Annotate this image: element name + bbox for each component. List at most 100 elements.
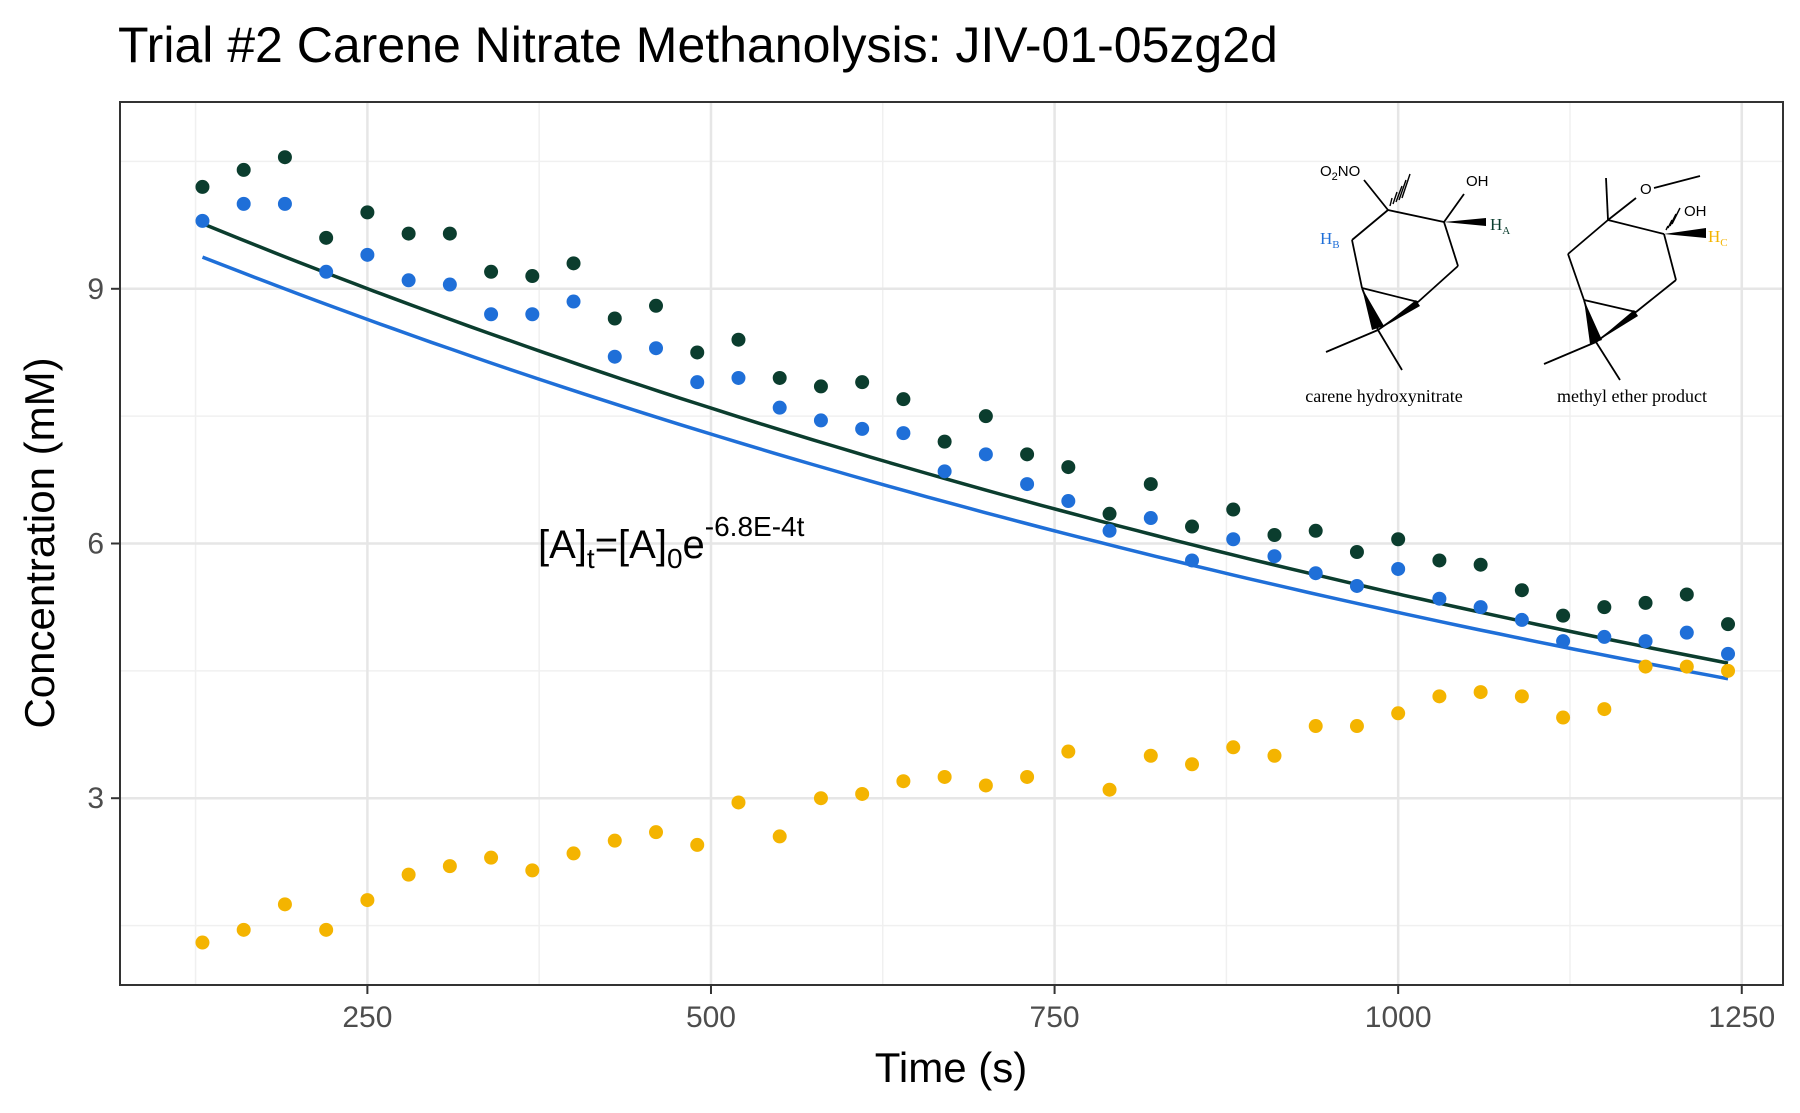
data-point-series-1: [1597, 600, 1612, 615]
data-point-series-2: [525, 307, 540, 322]
data-point-series-3: [277, 897, 292, 912]
data-point-series-2: [1721, 646, 1736, 661]
fit-line-series-1: [201, 221, 1729, 665]
data-point-series-3: [1597, 702, 1612, 717]
data-point-series-3: [690, 837, 705, 852]
data-point-series-3: [978, 778, 993, 793]
data-point-series-1: [1349, 544, 1364, 559]
data-point-series-1: [195, 179, 210, 194]
data-point-series-1: [1679, 587, 1694, 602]
data-point-series-2: [772, 400, 787, 415]
data-point-series-2: [813, 413, 828, 428]
data-point-series-3: [1391, 706, 1406, 721]
data-point-series-2: [1432, 591, 1447, 606]
data-point-series-2: [195, 213, 210, 228]
data-point-series-1: [855, 375, 870, 390]
data-point-series-3: [937, 769, 952, 784]
data-point-series-2: [1473, 600, 1488, 615]
data-point-series-2: [1597, 629, 1612, 644]
data-point-series-2: [1391, 561, 1406, 576]
data-point-series-2: [277, 196, 292, 211]
data-point-series-1: [772, 370, 787, 385]
data-point-series-3: [484, 850, 499, 865]
data-point-series-2: [360, 247, 375, 262]
data-point-series-3: [649, 825, 664, 840]
fit-lines: [201, 221, 1729, 681]
data-point-series-3: [813, 791, 828, 806]
x-tick-label: 1250: [1708, 1001, 1775, 1034]
data-point-series-1: [1721, 617, 1736, 632]
x-tick-label: 250: [342, 1001, 392, 1034]
data-point-series-2: [566, 294, 581, 309]
data-point-series-1: [319, 230, 334, 245]
eq-e: e: [683, 523, 705, 567]
data-point-series-1: [1473, 557, 1488, 572]
data-point-series-3: [1349, 719, 1364, 734]
data-point-series-3: [1061, 744, 1076, 759]
data-point-series-3: [236, 922, 251, 937]
o-ether-label: O: [1640, 181, 1652, 198]
data-point-series-3: [566, 846, 581, 861]
data-point-series-2: [1061, 494, 1076, 509]
x-tick-label: 1000: [1365, 1001, 1432, 1034]
data-point-series-3: [1226, 740, 1241, 755]
data-point-series-3: [1020, 769, 1035, 784]
data-point-series-2: [978, 447, 993, 462]
data-point-series-3: [1679, 659, 1694, 674]
data-point-series-1: [937, 434, 952, 449]
eq-exponent: -6.8E-4t: [705, 511, 805, 542]
data-point-series-1: [1061, 460, 1076, 475]
y-tick-label: 6: [87, 528, 104, 561]
data-point-series-2: [1226, 532, 1241, 547]
data-point-series-2: [607, 349, 622, 364]
data-point-series-3: [525, 863, 540, 878]
data-point-series-1: [690, 345, 705, 360]
data-point-series-1: [896, 392, 911, 407]
data-point-series-1: [1514, 583, 1529, 598]
data-point-series-2: [1143, 511, 1158, 526]
data-point-series-1: [1102, 506, 1117, 521]
data-point-series-1: [525, 269, 540, 284]
data-point-series-3: [1267, 748, 1282, 763]
data-point-series-3: [401, 867, 416, 882]
data-point-series-2: [1267, 549, 1282, 564]
data-point-series-3: [442, 859, 457, 874]
data-point-series-1: [1185, 519, 1200, 534]
data-point-series-3: [1432, 689, 1447, 704]
data-point-series-3: [1473, 685, 1488, 700]
data-point-series-1: [236, 162, 251, 177]
data-point-series-2: [442, 277, 457, 292]
x-tick-label: 750: [1030, 1001, 1080, 1034]
data-point-series-1: [484, 264, 499, 279]
data-point-series-3: [855, 786, 870, 801]
data-point-series-1: [649, 298, 664, 313]
axis-ticks: 250 500 750 1000 1250 3 6 9: [87, 273, 1775, 1034]
data-point-series-3: [1185, 757, 1200, 772]
data-point-series-3: [319, 922, 334, 937]
y-axis-title: Concentration (mM): [16, 357, 63, 728]
data-point-series-2: [1679, 625, 1694, 640]
data-point-series-1: [277, 150, 292, 165]
fit-line-series-2: [201, 255, 1729, 681]
data-point-series-1: [360, 205, 375, 220]
data-point-series-2: [1308, 566, 1323, 581]
rate-equation: [A]t=[A]0e-6.8E-4t: [538, 511, 805, 574]
x-tick-label: 500: [686, 1001, 736, 1034]
data-point-series-3: [1556, 710, 1571, 725]
data-point-series-3: [607, 833, 622, 848]
x-axis-title: Time (s): [875, 1044, 1027, 1091]
data-point-series-2: [731, 370, 746, 385]
data-point-series-2: [855, 421, 870, 436]
data-point-series-1: [1432, 553, 1447, 568]
data-point-series-2: [1185, 553, 1200, 568]
data-point-series-1: [731, 332, 746, 347]
data-point-series-1: [1391, 532, 1406, 547]
left-structure-caption: carene hydroxynitrate: [1305, 386, 1462, 406]
data-point-series-2: [1349, 578, 1364, 593]
data-point-series-1: [1267, 528, 1282, 543]
data-point-series-2: [1514, 612, 1529, 627]
data-point-series-3: [772, 829, 787, 844]
data-point-series-1: [607, 311, 622, 326]
